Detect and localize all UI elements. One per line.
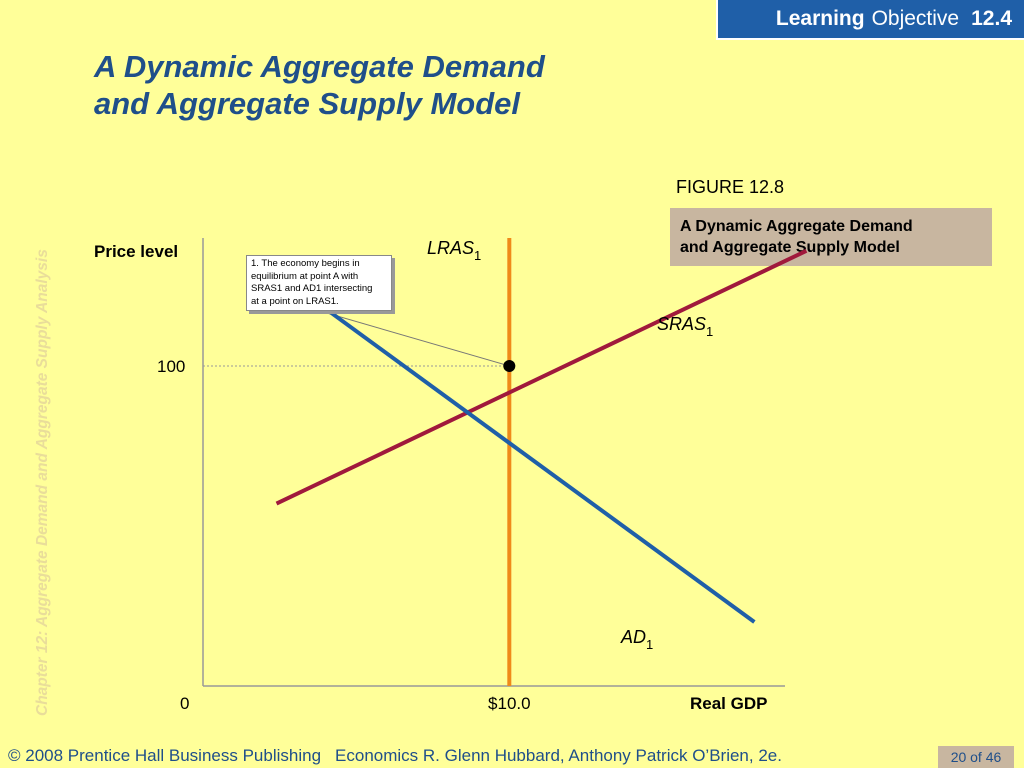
lras-label-subscript: 1 bbox=[474, 248, 481, 263]
footer-text: © 2008 Prentice Hall Business Publishing… bbox=[8, 746, 782, 766]
slide-title-line2: and Aggregate Supply Model bbox=[94, 86, 520, 121]
slide-title-line1: A Dynamic Aggregate Demand bbox=[94, 49, 545, 84]
callout-line1: 1. The economy begins in bbox=[251, 258, 360, 269]
ad-line bbox=[253, 255, 756, 624]
badge-bold-text: Learning bbox=[775, 7, 865, 30]
callout-leader-line bbox=[319, 310, 510, 367]
y-axis-label: Price level bbox=[94, 242, 178, 261]
origin-label: 0 bbox=[180, 694, 189, 713]
slide-title: A Dynamic Aggregate Demand and Aggregate… bbox=[94, 48, 545, 122]
y-tick-label: 100 bbox=[157, 357, 185, 376]
lras-label-name: LRAS bbox=[427, 238, 474, 258]
sras-line bbox=[275, 248, 808, 506]
figure-caption: A Dynamic Aggregate Demand and Aggregate… bbox=[670, 208, 992, 266]
page-number: 20 of 46 bbox=[938, 746, 1014, 768]
equilibrium-point bbox=[503, 360, 516, 372]
callout-line4: at a point on LRAS1. bbox=[251, 295, 339, 307]
sras-label-name: SRAS bbox=[657, 314, 706, 334]
badge-number: 12.4 bbox=[971, 7, 1012, 30]
x-axis-label: Real GDP bbox=[690, 694, 767, 713]
figure-caption-line2: and Aggregate Supply Model bbox=[680, 239, 900, 256]
learning-objective-badge: Learning Objective 12.4 bbox=[716, 0, 1024, 40]
x-tick-label: $10.0 bbox=[488, 694, 531, 713]
lras-label: LRAS1 bbox=[427, 238, 481, 263]
footer-book: Economics R. Glenn Hubbard, Anthony Patr… bbox=[335, 746, 782, 765]
figure-caption-line1: A Dynamic Aggregate Demand bbox=[680, 218, 913, 235]
ad-label-name: AD bbox=[620, 627, 646, 647]
ad-label: AD1 bbox=[620, 627, 653, 652]
callout-line3: SRAS1 and AD1 intersecting bbox=[251, 283, 373, 294]
callout-line2: equilibrium at point A with bbox=[251, 270, 359, 282]
footer-copyright: © 2008 Prentice Hall Business Publishing bbox=[8, 746, 322, 765]
figure-label: FIGURE 12.8 bbox=[676, 177, 785, 197]
sras-label-subscript: 1 bbox=[706, 324, 713, 339]
badge-text: Objective bbox=[871, 7, 960, 30]
ad-label-subscript: 1 bbox=[646, 637, 653, 652]
sras-label: SRAS1 bbox=[657, 314, 713, 339]
callout-box: 1. The economy begins in equilibrium at … bbox=[246, 255, 392, 311]
